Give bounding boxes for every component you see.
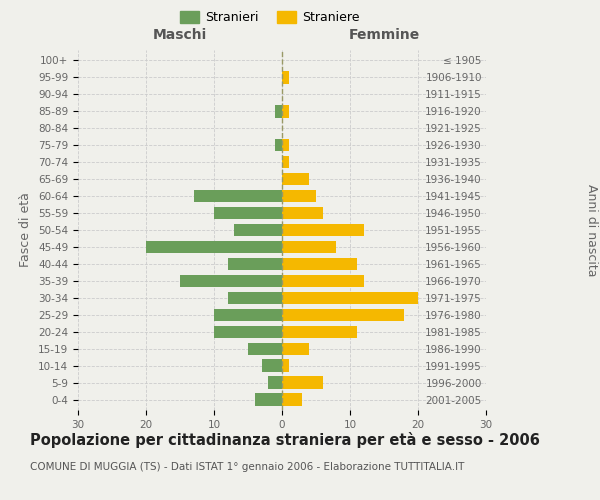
Bar bbox=[282, 156, 289, 168]
Bar bbox=[282, 240, 337, 254]
Bar bbox=[275, 105, 282, 118]
Text: Maschi: Maschi bbox=[153, 28, 207, 42]
Bar bbox=[282, 342, 309, 355]
Bar bbox=[227, 292, 282, 304]
Text: Anni di nascita: Anni di nascita bbox=[584, 184, 598, 276]
Bar bbox=[282, 138, 289, 151]
Bar bbox=[282, 274, 364, 287]
Bar bbox=[282, 360, 289, 372]
Bar bbox=[282, 258, 357, 270]
Bar bbox=[227, 258, 282, 270]
Bar bbox=[282, 172, 309, 186]
Bar bbox=[282, 71, 289, 84]
Bar bbox=[282, 292, 418, 304]
Bar bbox=[282, 224, 364, 236]
Bar bbox=[282, 326, 357, 338]
Bar bbox=[248, 342, 282, 355]
Bar bbox=[275, 138, 282, 151]
Bar bbox=[282, 190, 316, 202]
Text: COMUNE DI MUGGIA (TS) - Dati ISTAT 1° gennaio 2006 - Elaborazione TUTTITALIA.IT: COMUNE DI MUGGIA (TS) - Dati ISTAT 1° ge… bbox=[30, 462, 464, 472]
Bar bbox=[282, 206, 323, 220]
Bar bbox=[146, 240, 282, 254]
Text: Femmine: Femmine bbox=[349, 28, 419, 42]
Text: Popolazione per cittadinanza straniera per età e sesso - 2006: Popolazione per cittadinanza straniera p… bbox=[30, 432, 540, 448]
Bar bbox=[214, 206, 282, 220]
Bar bbox=[282, 105, 289, 118]
Bar bbox=[194, 190, 282, 202]
Bar bbox=[214, 326, 282, 338]
Bar bbox=[282, 308, 404, 322]
Bar bbox=[262, 360, 282, 372]
Bar bbox=[255, 394, 282, 406]
Bar bbox=[235, 224, 282, 236]
Legend: Stranieri, Straniere: Stranieri, Straniere bbox=[178, 8, 362, 26]
Y-axis label: Fasce di età: Fasce di età bbox=[19, 192, 32, 268]
Bar bbox=[268, 376, 282, 389]
Bar bbox=[282, 376, 323, 389]
Bar bbox=[214, 308, 282, 322]
Bar bbox=[180, 274, 282, 287]
Bar bbox=[282, 394, 302, 406]
